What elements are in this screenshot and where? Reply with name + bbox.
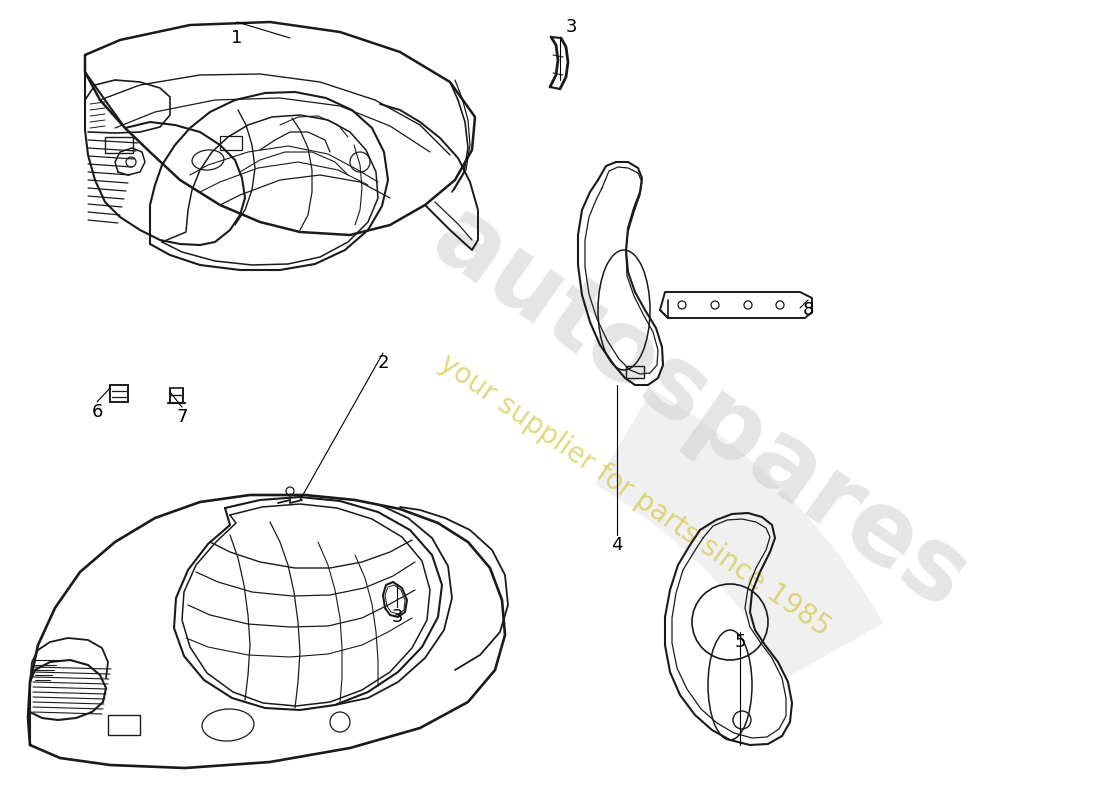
Text: autospares: autospares: [414, 190, 986, 630]
Bar: [626, 366, 644, 378]
Text: 2: 2: [377, 354, 388, 372]
Text: 3: 3: [392, 608, 403, 626]
Text: 5: 5: [735, 633, 746, 651]
Text: 6: 6: [91, 403, 102, 421]
Bar: [104, 137, 133, 153]
Text: 3: 3: [565, 18, 576, 36]
Text: 1: 1: [231, 29, 243, 47]
Text: your supplier for parts since 1985: your supplier for parts since 1985: [434, 349, 836, 642]
Bar: [108, 715, 140, 735]
Text: 4: 4: [612, 536, 623, 554]
Bar: [220, 136, 242, 150]
Text: 8: 8: [802, 301, 814, 319]
Text: 7: 7: [176, 408, 188, 426]
